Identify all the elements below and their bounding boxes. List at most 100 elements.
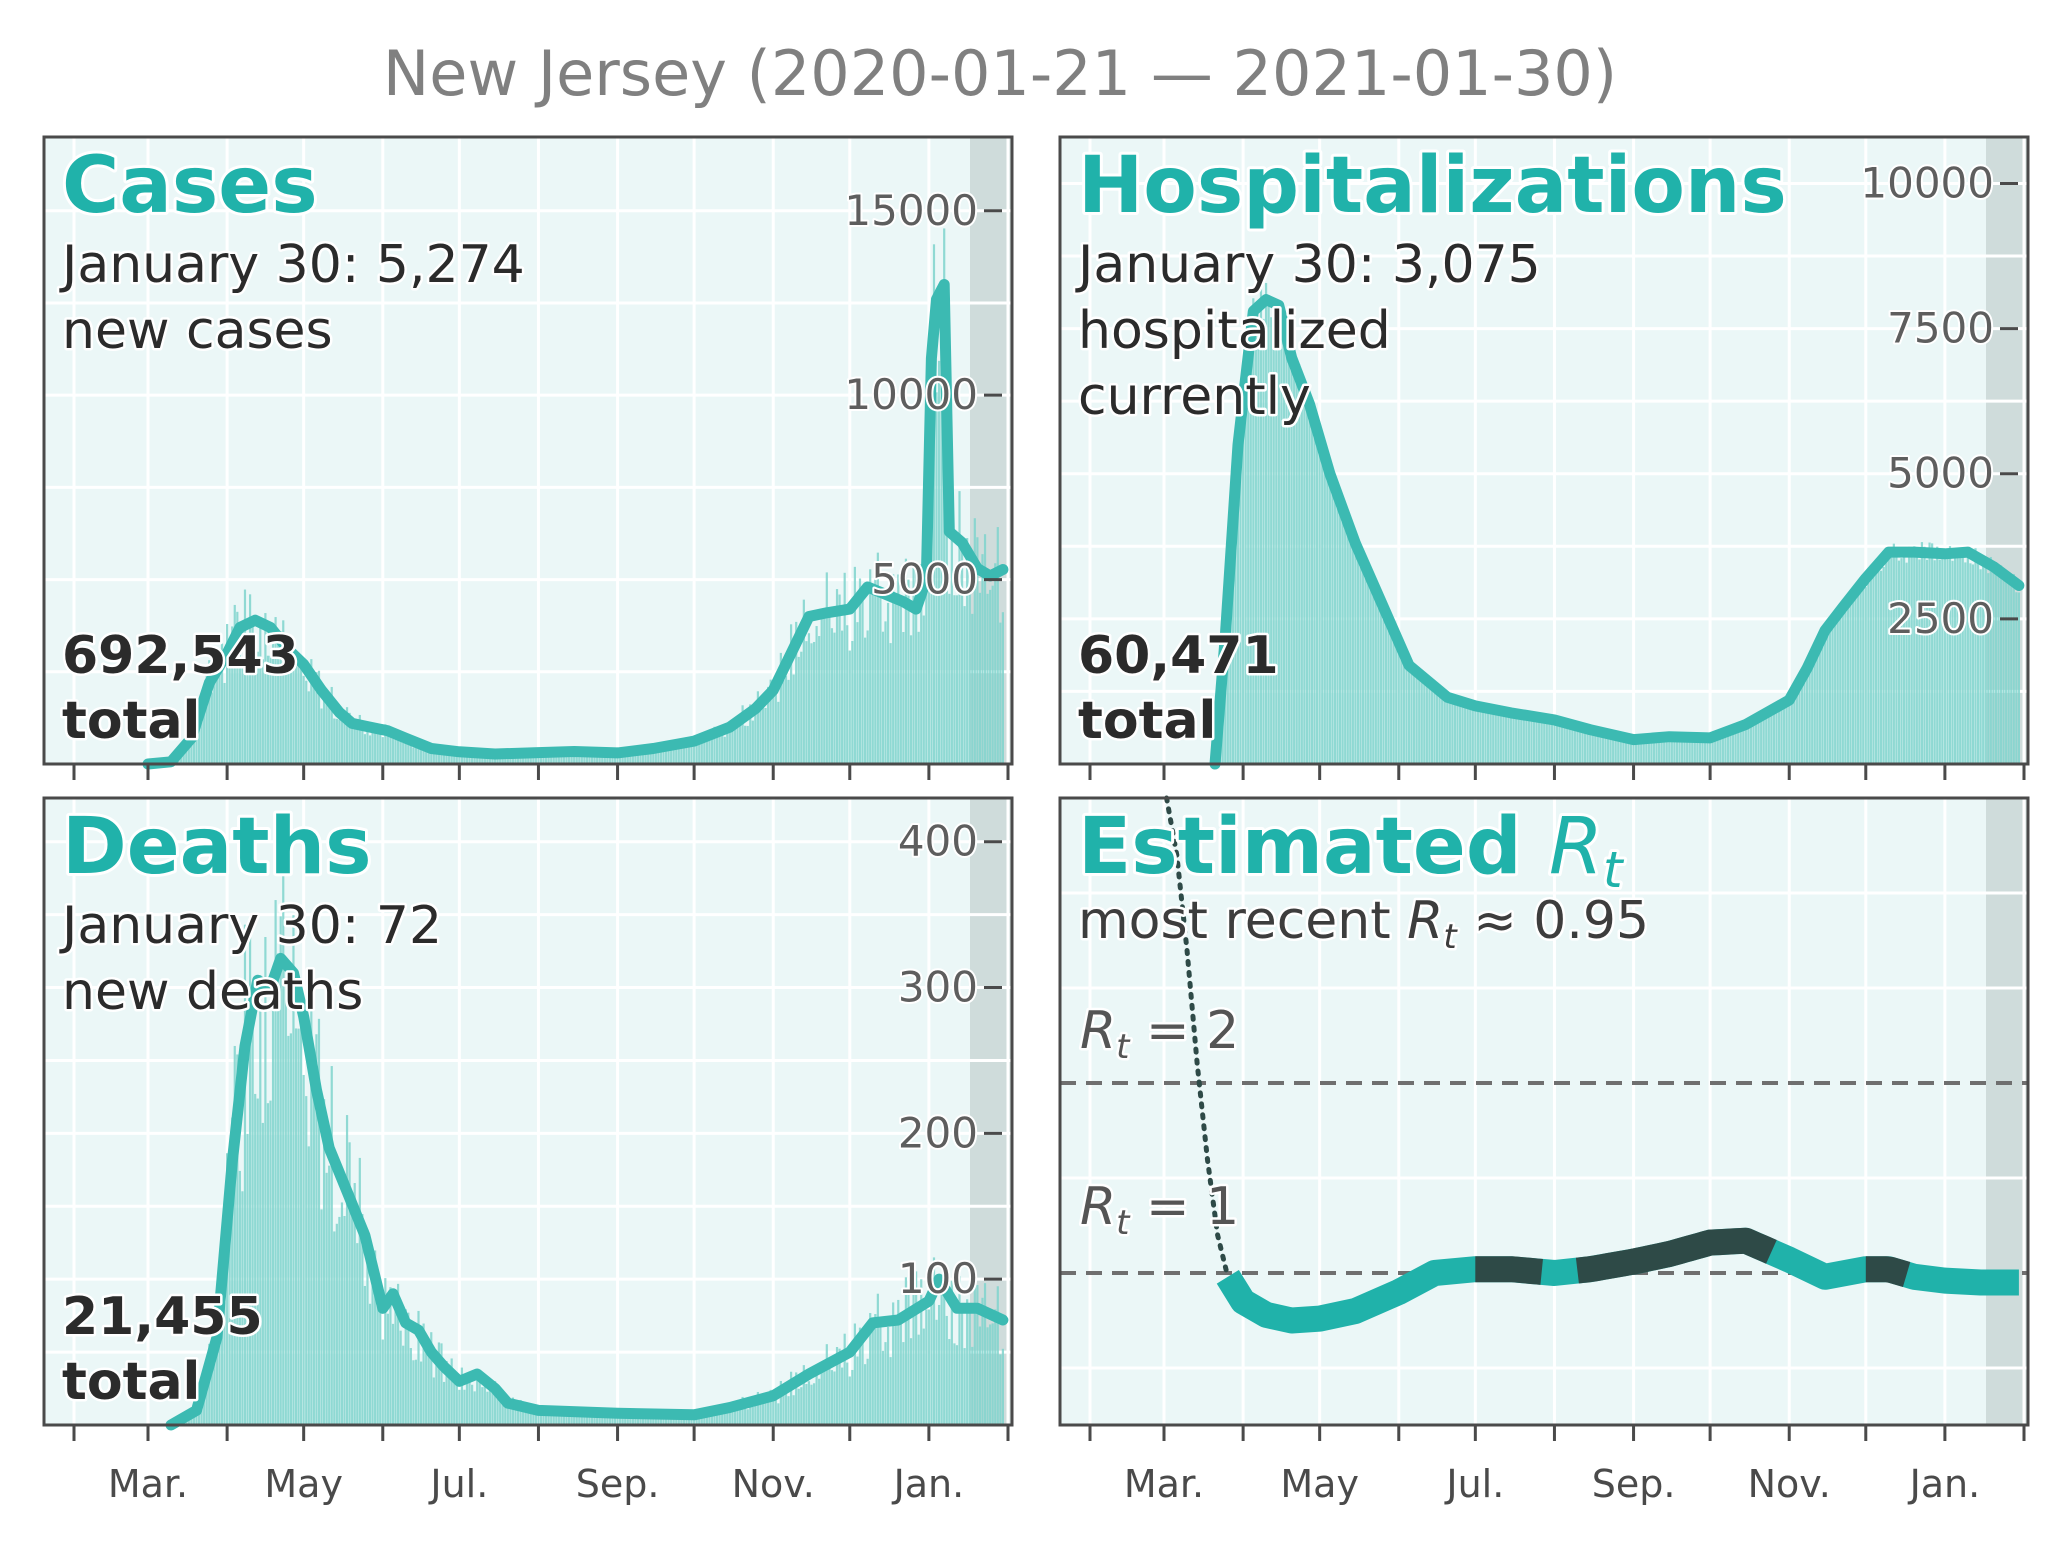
y-tick-label: 300	[898, 963, 978, 1012]
daily-bar	[1301, 384, 1303, 764]
daily-bar	[1321, 455, 1323, 764]
daily-bar	[1446, 695, 1448, 764]
daily-bar	[1928, 543, 1930, 764]
daily-bar	[1352, 544, 1354, 764]
daily-bar	[448, 1373, 450, 1425]
daily-bar	[1329, 473, 1331, 764]
daily-bar	[252, 1017, 254, 1425]
daily-bar	[1303, 399, 1305, 764]
daily-bar	[925, 1309, 927, 1425]
daily-bar	[1316, 431, 1318, 764]
daily-bar	[874, 1314, 876, 1425]
daily-bar	[861, 1338, 863, 1425]
daily-bar	[2002, 578, 2004, 764]
daily-bar	[747, 1409, 749, 1425]
daily-bar	[744, 1409, 746, 1425]
daily-bar	[1423, 677, 1425, 764]
daily-bar	[287, 1036, 289, 1425]
daily-bar	[787, 1396, 789, 1425]
daily-bar	[351, 723, 353, 764]
daily-bar	[890, 1357, 892, 1425]
daily-bar	[1370, 575, 1372, 764]
deaths-subtitle-line1: January 30: 72	[59, 896, 442, 956]
rt-reference-label-2: Rt = 2	[1080, 1001, 1239, 1067]
rt-recent-value: most recent Rt ≈ 0.95	[1078, 891, 1649, 957]
daily-bar	[1900, 558, 1902, 764]
daily-bar	[810, 643, 812, 764]
daily-bar	[402, 743, 404, 764]
daily-bar	[1951, 561, 1953, 764]
deaths-total-label: total	[62, 1352, 200, 1412]
daily-bar	[1763, 717, 1765, 764]
daily-bar	[410, 744, 412, 764]
daily-bar	[1342, 513, 1344, 764]
daily-bar	[1921, 542, 1923, 764]
daily-bar	[1513, 714, 1515, 764]
daily-bar	[2013, 574, 2015, 764]
daily-bar	[1002, 1349, 1004, 1425]
daily-bar	[1941, 555, 1943, 764]
daily-bar	[1898, 561, 1900, 764]
daily-bar	[826, 1344, 828, 1425]
daily-bar	[1359, 559, 1361, 764]
daily-bar	[764, 708, 766, 764]
daily-bar	[1801, 679, 1803, 764]
daily-bar	[382, 1340, 384, 1425]
daily-bar	[341, 718, 343, 764]
daily-bar	[1957, 552, 1959, 764]
daily-bar	[1398, 647, 1400, 764]
daily-bar	[1816, 650, 1818, 764]
daily-bar	[420, 749, 422, 764]
daily-bar	[377, 1296, 379, 1425]
hospitalizations-title: Hospitalizations	[1078, 141, 1787, 231]
daily-bar	[1931, 543, 1933, 764]
daily-bar	[1390, 621, 1392, 764]
daily-bar	[953, 595, 955, 764]
daily-bar	[1344, 518, 1346, 764]
daily-bar	[1245, 376, 1247, 764]
daily-bar	[412, 1360, 414, 1425]
daily-bar	[1885, 551, 1887, 764]
daily-bar	[1842, 600, 1844, 764]
daily-bar	[810, 1385, 812, 1425]
daily-bar	[295, 1028, 297, 1425]
daily-bar	[826, 572, 828, 764]
daily-bar	[1556, 721, 1558, 764]
daily-bar	[463, 1390, 465, 1425]
daily-bar	[1439, 689, 1441, 764]
daily-bar	[1954, 558, 1956, 764]
daily-bar	[984, 1283, 986, 1425]
daily-bar	[823, 615, 825, 764]
daily-bar	[2010, 578, 2012, 764]
daily-bar	[1926, 560, 1928, 764]
daily-bar	[910, 635, 912, 764]
daily-bar	[956, 595, 958, 764]
daily-bar	[739, 723, 741, 764]
daily-bar	[879, 588, 881, 764]
daily-bar	[364, 1286, 366, 1425]
daily-bar	[1964, 562, 1966, 764]
daily-bar	[1809, 667, 1811, 764]
daily-bar	[925, 588, 927, 764]
daily-bar	[1326, 455, 1328, 764]
daily-bar	[387, 734, 389, 764]
daily-bar	[1505, 712, 1507, 764]
daily-bar	[257, 1099, 259, 1425]
daily-bar	[2000, 565, 2002, 764]
daily-bar	[476, 1376, 478, 1425]
daily-bar	[861, 597, 863, 764]
daily-bar	[994, 563, 996, 764]
cases-subtitle-line2: new cases	[62, 301, 333, 361]
daily-bar	[1454, 697, 1456, 764]
daily-bar	[1821, 639, 1823, 764]
daily-bar	[326, 703, 328, 764]
rt-title: Estimated Rt	[1078, 802, 1625, 899]
daily-bar	[785, 1393, 787, 1425]
daily-bar	[1783, 702, 1785, 764]
daily-bar	[1990, 557, 1992, 764]
y-tick-label: 400	[898, 817, 978, 866]
daily-bar	[724, 737, 726, 764]
y-tick-label: 5000	[871, 555, 978, 604]
daily-bar	[895, 595, 897, 764]
deaths-title: Deaths	[62, 802, 372, 892]
